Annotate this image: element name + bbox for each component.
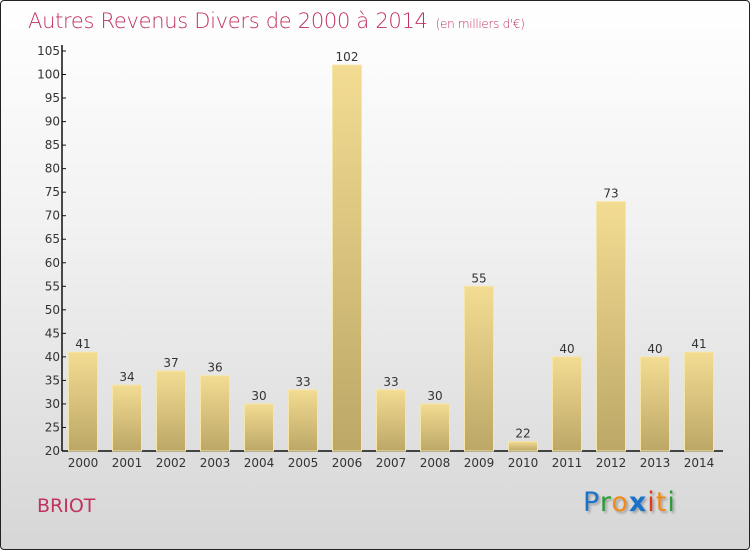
y-tick-label: 50: [45, 303, 60, 317]
y-tick-label: 20: [45, 444, 60, 458]
bar: [596, 201, 626, 452]
bar: [508, 441, 538, 452]
bar: [376, 389, 406, 452]
data-label: 30: [427, 389, 442, 403]
data-label: 102: [336, 50, 359, 64]
title-text: Autres Revenus Divers de 2000 à 2014: [28, 9, 428, 33]
y-tick-label: 55: [45, 279, 60, 293]
y-tick-label: 75: [45, 185, 60, 199]
y-tick-label: 35: [45, 373, 60, 387]
bar: [244, 403, 274, 452]
bar: [640, 356, 670, 452]
bar: [200, 375, 230, 452]
data-label: 40: [559, 342, 574, 356]
chart-title: Autres Revenus Divers de 2000 à 2014 (en …: [28, 9, 525, 33]
bar: [156, 370, 186, 452]
x-tick-label: 2008: [420, 456, 451, 470]
x-tick-label: 2001: [112, 456, 143, 470]
data-label: 41: [75, 337, 90, 351]
data-label: 73: [603, 187, 618, 201]
x-tick-label: 2002: [156, 456, 187, 470]
y-tick-label: 100: [37, 68, 60, 82]
x-tick-label: 2003: [200, 456, 231, 470]
y-tick-label: 105: [37, 44, 60, 58]
bar: [684, 351, 714, 452]
data-label: 30: [251, 389, 266, 403]
x-tick-label: 2006: [332, 456, 363, 470]
x-tick-label: 2005: [288, 456, 319, 470]
x-tick-label: 2007: [376, 456, 407, 470]
x-tick-label: 2009: [464, 456, 495, 470]
town-name: BRIOT: [37, 495, 96, 517]
x-tick-label: 2013: [640, 456, 671, 470]
bar: [288, 389, 318, 452]
x-tick-label: 2010: [508, 456, 539, 470]
data-label: 37: [163, 356, 178, 370]
y-tick-label: 25: [45, 420, 60, 434]
title-unit: (en milliers d'€): [435, 17, 525, 31]
y-tick-label: 65: [45, 232, 60, 246]
data-label: 22: [515, 427, 530, 441]
data-label: 34: [119, 370, 134, 384]
y-tick-label: 90: [45, 115, 60, 129]
bar: [420, 403, 450, 452]
data-label: 33: [295, 375, 310, 389]
proxiti-logo[interactable]: Proxiti: [583, 487, 676, 518]
x-tick-label: 2012: [596, 456, 627, 470]
data-label: 55: [471, 271, 486, 285]
y-tick-label: 45: [45, 326, 60, 340]
data-label: 33: [383, 375, 398, 389]
bar: [112, 384, 142, 452]
x-tick-label: 2011: [552, 456, 583, 470]
data-label: 41: [691, 337, 706, 351]
x-tick-label: 2014: [684, 456, 715, 470]
y-tick-label: 70: [45, 209, 60, 223]
bar: [464, 285, 494, 452]
y-tick-label: 80: [45, 162, 60, 176]
data-label: 40: [647, 342, 662, 356]
x-tick-label: 2004: [244, 456, 275, 470]
data-label: 36: [207, 361, 222, 375]
y-tick-label: 95: [45, 91, 60, 105]
y-tick-label: 60: [45, 256, 60, 270]
y-tick-label: 40: [45, 350, 60, 364]
x-tick-label: 2000: [68, 456, 99, 470]
bar: [68, 351, 98, 452]
y-tick-label: 85: [45, 138, 60, 152]
bar: [332, 64, 362, 452]
bar: [552, 356, 582, 452]
y-tick-label: 30: [45, 397, 60, 411]
